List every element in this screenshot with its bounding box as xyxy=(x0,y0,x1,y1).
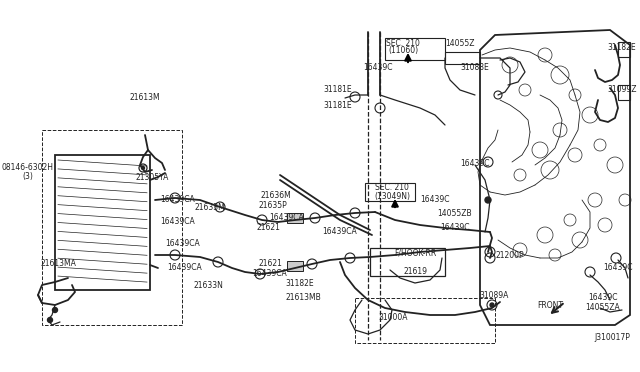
Text: (11060): (11060) xyxy=(388,46,418,55)
Bar xyxy=(42,130,182,325)
Text: 16439C: 16439C xyxy=(460,158,490,167)
Circle shape xyxy=(485,197,491,203)
Text: (13049N): (13049N) xyxy=(374,192,410,201)
Text: 16439C: 16439C xyxy=(588,292,618,301)
Bar xyxy=(370,248,445,276)
Text: 31099Z: 31099Z xyxy=(607,86,637,94)
Text: 21613M: 21613M xyxy=(130,93,160,103)
Text: J310017P: J310017P xyxy=(594,333,630,341)
Text: 16439CA: 16439CA xyxy=(253,269,287,278)
Text: 31181E: 31181E xyxy=(324,86,352,94)
Text: 21635P: 21635P xyxy=(259,201,287,209)
Text: SEC. 210: SEC. 210 xyxy=(375,183,409,192)
Circle shape xyxy=(141,167,145,170)
Bar xyxy=(385,38,445,60)
Circle shape xyxy=(47,317,52,323)
Text: (3): (3) xyxy=(22,171,33,180)
Text: 16439C: 16439C xyxy=(364,64,393,73)
Text: 21633N: 21633N xyxy=(193,280,223,289)
Text: 31088E: 31088E xyxy=(461,64,490,73)
Text: 21305YA: 21305YA xyxy=(135,173,169,183)
Bar xyxy=(365,183,415,201)
Text: 31181E: 31181E xyxy=(324,100,352,109)
Text: 31000A: 31000A xyxy=(378,312,408,321)
Bar xyxy=(355,298,495,343)
Text: 31182E: 31182E xyxy=(608,44,636,52)
Text: 21619: 21619 xyxy=(403,267,427,276)
Text: 21621: 21621 xyxy=(258,259,282,267)
Text: 21636M: 21636M xyxy=(260,190,291,199)
Text: FRONT: FRONT xyxy=(537,301,563,310)
Bar xyxy=(445,52,480,64)
Circle shape xyxy=(490,303,494,307)
Text: 14055ZA: 14055ZA xyxy=(586,304,620,312)
Text: 14055ZB: 14055ZB xyxy=(438,208,472,218)
Text: 16439CA: 16439CA xyxy=(269,214,305,222)
Text: 16439CA: 16439CA xyxy=(161,218,195,227)
Text: 16439CA: 16439CA xyxy=(323,228,357,237)
Text: 31182E: 31182E xyxy=(285,279,314,288)
Text: 21613MB: 21613MB xyxy=(285,294,321,302)
Text: 21621: 21621 xyxy=(256,224,280,232)
Bar xyxy=(287,213,303,223)
Text: 08146-6302H: 08146-6302H xyxy=(2,164,54,173)
Bar xyxy=(55,155,150,290)
Bar xyxy=(287,261,303,271)
Text: 16439C: 16439C xyxy=(440,224,470,232)
Bar xyxy=(618,42,630,57)
Text: 21200P: 21200P xyxy=(496,250,524,260)
Bar xyxy=(618,85,630,100)
Text: F/HOOK-RR: F/HOOK-RR xyxy=(394,248,436,257)
Text: 14055Z: 14055Z xyxy=(445,38,475,48)
Text: 16439C: 16439C xyxy=(420,196,450,205)
Text: 16439CA: 16439CA xyxy=(161,196,195,205)
Text: 31089A: 31089A xyxy=(479,291,509,299)
Text: 16439CA: 16439CA xyxy=(168,263,202,273)
Circle shape xyxy=(52,308,58,312)
Text: 16439C: 16439C xyxy=(604,263,633,273)
Text: 21613MA: 21613MA xyxy=(40,260,76,269)
Text: 16439CA: 16439CA xyxy=(166,238,200,247)
Text: 21633M: 21633M xyxy=(195,202,225,212)
Text: SEC. 210: SEC. 210 xyxy=(386,38,420,48)
